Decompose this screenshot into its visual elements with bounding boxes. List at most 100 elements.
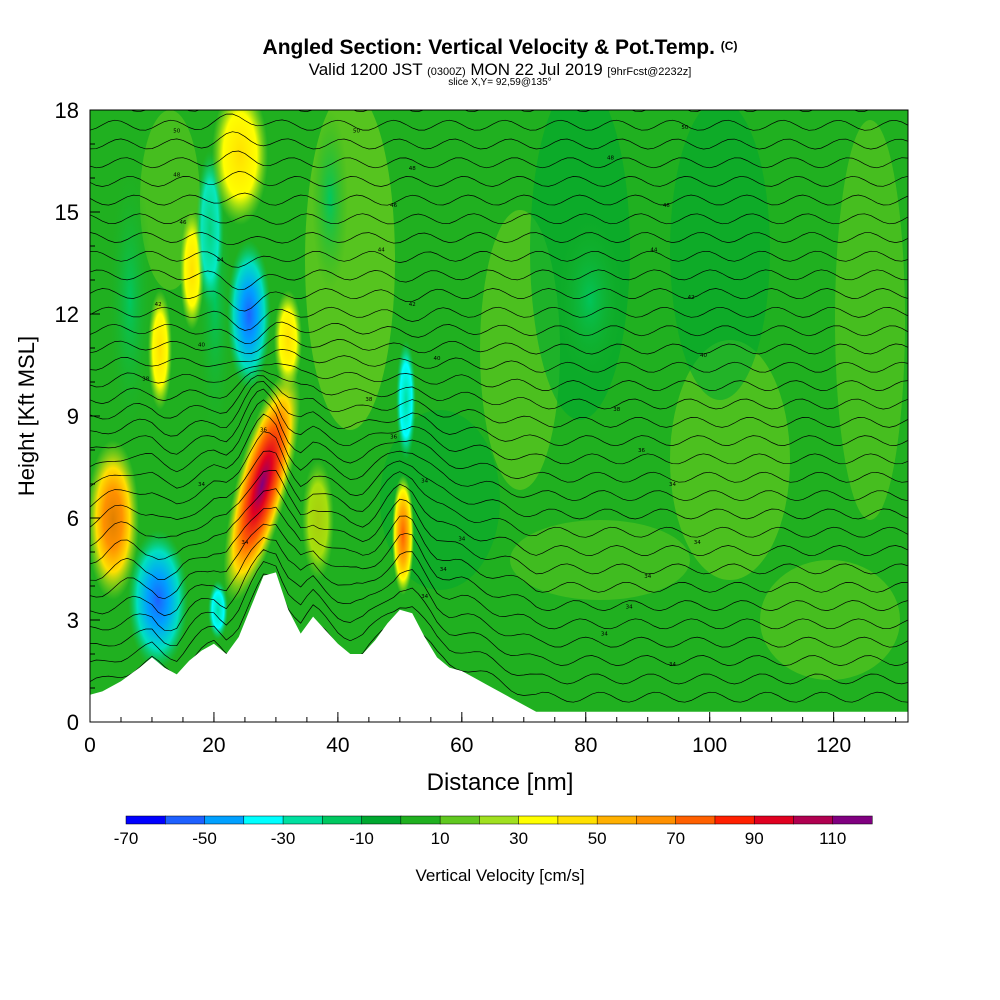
colorbar-tick-label: -70 [114, 829, 139, 848]
colorbar-tick-label: 110 [819, 829, 846, 848]
colorbar-swatch [557, 815, 598, 825]
y-tick-label: 3 [67, 608, 79, 633]
field-updraft-core [90, 440, 139, 600]
theta-label: 34 [694, 540, 701, 546]
field-dark-band [670, 110, 770, 400]
theta-label: 42 [409, 302, 416, 308]
field-downdraft-core [128, 530, 188, 670]
theta-label: 34 [198, 482, 205, 488]
x-tick-label: 60 [450, 734, 473, 757]
theta-label: 48 [607, 156, 614, 162]
chart-slice: slice X,Y= 92,59@135° [448, 77, 552, 88]
y-tick-label: 15 [55, 200, 79, 225]
x-tick-label: 100 [692, 734, 727, 757]
colorbar-tick-label: -50 [192, 829, 217, 848]
x-tick-label: 0 [84, 734, 96, 757]
theta-contour-line [90, 381, 908, 447]
colorbar-swatch [753, 815, 795, 825]
colorbar-tick-label: 30 [509, 829, 528, 848]
colorbar-tick-label: -30 [271, 829, 296, 848]
theta-contour-line [90, 334, 908, 355]
colorbar-tick-label: 90 [745, 829, 764, 848]
theta-label: 44 [217, 258, 224, 264]
theta-label: 38 [613, 407, 620, 413]
x-tick-label: 80 [574, 734, 597, 757]
theta-contour-line [90, 288, 908, 312]
theta-label: 42 [688, 295, 695, 301]
field-moderate-updraft [302, 460, 334, 580]
theta-contour-line [90, 431, 908, 520]
field-weak-downdraft [108, 160, 152, 440]
colorbar-swatch [282, 815, 323, 825]
terrain-mask [90, 572, 908, 722]
field-downdraft-core [396, 340, 416, 460]
theta-label: 38 [365, 397, 372, 403]
colorbar-swatch [793, 815, 834, 825]
field-moderate-updraft [148, 290, 172, 410]
theta-label: 36 [260, 428, 267, 434]
theta-contour-line [90, 321, 908, 344]
theta-contour-line [90, 110, 870, 113]
x-tick-label: 20 [202, 734, 225, 757]
y-tick-label: 6 [67, 506, 79, 531]
theta-contour-line [90, 573, 908, 685]
colorbar-swatch [400, 815, 441, 825]
theta-label: 34 [421, 594, 428, 600]
theta-contours [90, 110, 908, 703]
chart-title: Angled Section: Vertical Velocity & Pot.… [262, 36, 738, 59]
theta-contour-line [90, 450, 908, 538]
theta-label: 48 [409, 166, 416, 172]
colorbar-swatch [125, 815, 166, 825]
chart-valid-time: Valid 1200 JST (0300Z) MON 22 Jul 2019 [… [308, 60, 692, 79]
colorbar-tick-label: -10 [349, 829, 374, 848]
theta-label: 44 [650, 247, 657, 253]
field-weak-downdraft [312, 110, 348, 290]
field-light-plume [670, 340, 790, 580]
colorbar-swatch [636, 815, 677, 825]
theta-label: 34 [626, 604, 633, 610]
theta-label: 50 [353, 128, 360, 134]
theta-label: 34 [458, 536, 465, 542]
theta-label: 48 [173, 173, 180, 179]
colorbar-label: Vertical Velocity [cm/s] [415, 866, 584, 885]
theta-contour-line [90, 536, 908, 630]
theta-contour-line [90, 192, 908, 206]
colorbar-swatch [361, 815, 402, 825]
y-tick-label: 18 [55, 98, 79, 123]
theta-contour-line [90, 399, 908, 483]
colorbar-swatch [518, 815, 559, 825]
theta-label: 36 [390, 434, 397, 440]
theta-label: 42 [155, 302, 162, 308]
theta-contour-line [90, 113, 908, 131]
theta-contour-line [90, 213, 908, 225]
theta-contour-line [90, 506, 908, 593]
field-light-plume [835, 120, 905, 520]
theta-label: 34 [421, 479, 428, 485]
theta-label: 40 [198, 343, 205, 349]
theta-contour-line [90, 413, 908, 502]
field-updraft-core [392, 475, 414, 595]
theta-label: 46 [179, 220, 186, 226]
theta-label: 46 [390, 203, 397, 209]
theta-label: 34 [644, 574, 651, 580]
theta-contour-line [90, 549, 908, 648]
theta-contour-line [90, 370, 908, 410]
theta-label: 38 [142, 377, 149, 383]
theta-label: 44 [378, 247, 385, 253]
colorbar-swatch [596, 815, 637, 825]
theta-contour-line [90, 232, 908, 246]
field-light-plume [760, 560, 900, 680]
theta-label: 40 [700, 353, 707, 359]
colorbar-swatch [714, 815, 755, 825]
theta-label: 36 [638, 448, 645, 454]
colorbar-tick-label: 50 [588, 829, 607, 848]
colorbar: -70 -50 -30 -10 10 30 50 70 90 110 [114, 815, 873, 848]
theta-contour-line [90, 375, 908, 428]
x-tick-label: 120 [816, 734, 851, 757]
theta-label: 34 [601, 632, 608, 638]
colorbar-tick-label: 10 [431, 829, 450, 848]
theta-contour-line [90, 306, 908, 331]
theta-label: 50 [173, 128, 180, 134]
colorbar-tick-label: 70 [666, 829, 685, 848]
